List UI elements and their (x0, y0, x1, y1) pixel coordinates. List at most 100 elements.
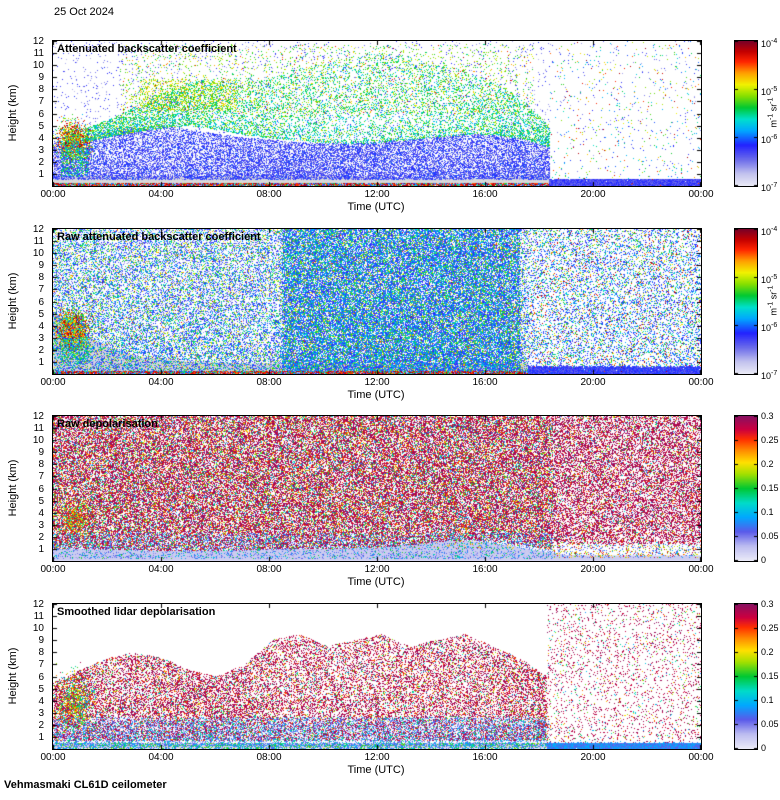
colorbar-ticks: 0.3 0.25 0.2 0.15 0.1 0.05 0 (734, 412, 780, 565)
y-tick-label: 4 (38, 133, 44, 144)
colorbar-canvas (735, 229, 757, 374)
plot-area (52, 40, 702, 187)
y-tick-label: 5 (38, 121, 44, 132)
y-tick-label: 6 (38, 484, 44, 495)
y-axis-ticks: 1 2 3 4 5 6 7 8 9 10 11 12 (0, 600, 50, 750)
colorbar-tick-label: 0 (761, 555, 767, 565)
panel-title: Attenuated backscatter coefficient (57, 43, 237, 55)
x-tick-label: 12:00 (364, 564, 390, 575)
y-tick-label: 4 (38, 321, 44, 332)
colorbar-unit-label (768, 446, 780, 530)
y-tick-label: 7 (38, 659, 44, 670)
y-tick-label: 4 (38, 508, 44, 519)
x-axis-ticks: 00:00 04:00 08:00 12:00 16:00 20:00 00:00 (0, 752, 780, 764)
date-label: 25 Oct 2024 (54, 6, 114, 18)
colorbar-unit-label: m-1 sr-1 (767, 97, 779, 128)
colorbar-tick-label: 0.1 (761, 507, 774, 517)
plot-area (52, 228, 702, 375)
panel-title: Smoothed lidar depolarisation (57, 606, 216, 618)
heatmap-canvas (53, 41, 701, 186)
y-tick-label: 11 (33, 423, 44, 434)
panel-attenuated-backscatter: Height (km) 1 2 3 4 5 6 7 8 9 10 11 12 Attenuated b… (0, 36, 780, 227)
x-axis-ticks: 00:00 04:00 08:00 12:00 16:00 20:00 00:00 (0, 377, 780, 389)
y-tick-label: 5 (38, 684, 44, 695)
colorbar-unit-label (768, 634, 780, 718)
colorbar-tick-label: 0.15 (761, 671, 779, 681)
y-tick-label: 8 (38, 272, 44, 283)
y-tick-label: 3 (38, 520, 44, 531)
colorbar-tick-label: 0.1 (761, 695, 774, 705)
y-tick-label: 2 (38, 345, 44, 356)
colorbar-tick-label: 0.2 (761, 459, 774, 469)
y-tick-label: 10 (32, 248, 44, 259)
colorbar-canvas (735, 604, 757, 749)
y-axis-ticks: 1 2 3 4 5 6 7 8 9 10 11 12 (0, 412, 50, 562)
y-tick-label: 6 (38, 297, 44, 308)
y-axis-ticks: 1 2 3 4 5 6 7 8 9 10 11 12 (0, 225, 50, 375)
colorbar-ticks: 10-4 10-5 10-6 10-7 (734, 226, 780, 381)
y-tick-label: 3 (38, 708, 44, 719)
colorbar-tick-label: 0.25 (761, 623, 779, 633)
colorbar-gradient (734, 228, 758, 375)
colorbar-tick-label: 10-4 (761, 226, 778, 237)
x-tick-label: 00:00 (688, 377, 714, 388)
y-tick-label: 12 (32, 36, 44, 47)
y-tick-label: 10 (32, 435, 44, 446)
x-tick-label: 00:00 (688, 752, 714, 763)
x-tick-label: 12:00 (364, 752, 390, 763)
y-tick-label: 7 (38, 471, 44, 482)
y-tick-label: 9 (38, 635, 44, 646)
x-tick-label: 16:00 (472, 189, 498, 200)
y-tick-label: 7 (38, 96, 44, 107)
colorbar: 0.3 0.25 0.2 0.15 0.1 0.05 0 (734, 600, 780, 773)
colorbar-tick-label: 10-6 (761, 134, 778, 145)
x-tick-label: 08:00 (256, 377, 282, 388)
colorbar-tick-label: 10-6 (761, 322, 778, 333)
y-tick-label: 9 (38, 260, 44, 271)
colorbar: 0.3 0.25 0.2 0.15 0.1 0.05 0 (734, 412, 780, 585)
y-tick-label: 9 (38, 72, 44, 83)
x-axis-label: Time (UTC) (347, 576, 405, 588)
x-tick-label: 04:00 (148, 377, 174, 388)
heatmap-canvas (53, 229, 701, 374)
panel-title: Raw depolarisation (57, 418, 158, 430)
y-tick-label: 2 (38, 720, 44, 731)
x-axis-label: Time (UTC) (347, 764, 405, 776)
y-tick-label: 9 (38, 447, 44, 458)
colorbar: 10-4 10-5 10-6 10-7 m-1 sr-1 (734, 38, 780, 210)
colorbar-tick-label: 0.3 (761, 411, 774, 421)
x-tick-label: 20:00 (580, 752, 606, 763)
x-axis-ticks: 00:00 04:00 08:00 12:00 16:00 20:00 00:00 (0, 564, 780, 576)
y-tick-label: 2 (38, 532, 44, 543)
colorbar-tick-label: 10-4 (761, 38, 778, 49)
x-tick-label: 04:00 (148, 564, 174, 575)
y-tick-label: 3 (38, 333, 44, 344)
x-tick-label: 16:00 (472, 377, 498, 388)
colorbar-canvas (735, 41, 757, 186)
x-tick-label: 16:00 (472, 752, 498, 763)
y-tick-label: 8 (38, 647, 44, 658)
colorbar-tick-label: 0.05 (761, 719, 779, 729)
y-tick-label: 8 (38, 459, 44, 470)
colorbar-tick-label: 0.25 (761, 435, 779, 445)
colorbar-tick-label: 10-7 (761, 370, 778, 381)
x-tick-label: 04:00 (148, 752, 174, 763)
colorbar-tick-label: 10-5 (761, 274, 778, 285)
x-tick-label: 16:00 (472, 564, 498, 575)
y-tick-label: 12 (32, 411, 44, 422)
colorbar-gradient (734, 415, 758, 562)
x-tick-label: 08:00 (256, 752, 282, 763)
y-tick-label: 3 (38, 145, 44, 156)
x-tick-label: 12:00 (364, 189, 390, 200)
heatmap-canvas (53, 416, 701, 561)
colorbar-tick-label: 0.2 (761, 647, 774, 657)
x-tick-label: 00:00 (40, 564, 66, 575)
x-tick-label: 00:00 (40, 752, 66, 763)
colorbar-tick-label: 0 (761, 743, 767, 753)
colorbar-tick-label: 0.15 (761, 483, 779, 493)
colorbar-tick-label: 10-7 (761, 182, 778, 193)
y-tick-label: 7 (38, 284, 44, 295)
x-tick-label: 12:00 (364, 377, 390, 388)
y-tick-label: 6 (38, 109, 44, 120)
heatmap-canvas (53, 604, 701, 749)
